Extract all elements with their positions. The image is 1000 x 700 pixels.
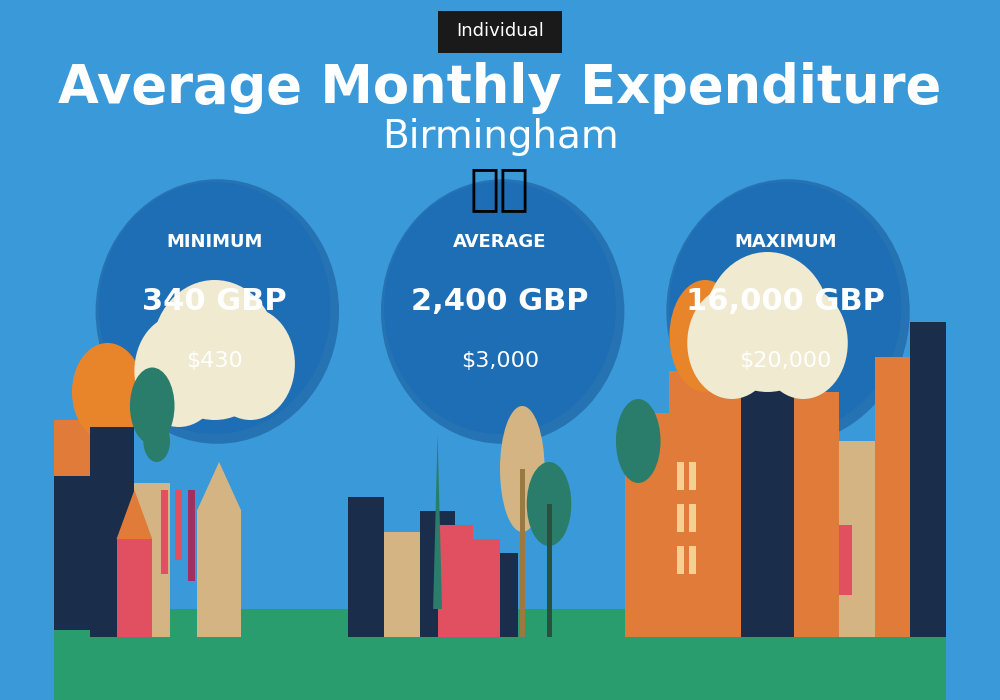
Ellipse shape bbox=[669, 182, 901, 434]
Ellipse shape bbox=[381, 179, 624, 444]
Ellipse shape bbox=[666, 179, 910, 444]
Ellipse shape bbox=[152, 280, 277, 420]
FancyBboxPatch shape bbox=[455, 546, 491, 637]
Ellipse shape bbox=[759, 287, 848, 399]
Ellipse shape bbox=[143, 420, 170, 462]
FancyBboxPatch shape bbox=[491, 553, 518, 637]
FancyBboxPatch shape bbox=[839, 525, 852, 595]
FancyBboxPatch shape bbox=[188, 490, 195, 581]
Polygon shape bbox=[117, 490, 152, 539]
FancyBboxPatch shape bbox=[420, 511, 455, 637]
Text: 16,000 GBP: 16,000 GBP bbox=[686, 287, 885, 316]
Text: Individual: Individual bbox=[456, 22, 544, 41]
FancyBboxPatch shape bbox=[520, 469, 525, 637]
Text: MAXIMUM: MAXIMUM bbox=[734, 234, 837, 251]
Text: 🇬🇧: 🇬🇧 bbox=[470, 165, 530, 213]
Ellipse shape bbox=[527, 462, 571, 546]
FancyBboxPatch shape bbox=[175, 490, 182, 560]
FancyBboxPatch shape bbox=[625, 413, 669, 637]
Ellipse shape bbox=[130, 368, 175, 444]
FancyBboxPatch shape bbox=[54, 609, 946, 700]
Ellipse shape bbox=[669, 280, 741, 392]
Ellipse shape bbox=[206, 308, 295, 420]
FancyBboxPatch shape bbox=[689, 462, 696, 490]
FancyBboxPatch shape bbox=[197, 511, 241, 637]
Text: MINIMUM: MINIMUM bbox=[166, 234, 263, 251]
FancyBboxPatch shape bbox=[875, 357, 946, 637]
FancyBboxPatch shape bbox=[741, 343, 794, 637]
Text: AVERAGE: AVERAGE bbox=[453, 234, 547, 251]
FancyBboxPatch shape bbox=[669, 371, 741, 637]
Text: $430: $430 bbox=[186, 351, 243, 371]
Ellipse shape bbox=[687, 287, 776, 399]
FancyBboxPatch shape bbox=[794, 392, 839, 637]
Ellipse shape bbox=[705, 252, 830, 392]
Text: 340 GBP: 340 GBP bbox=[142, 287, 287, 316]
FancyBboxPatch shape bbox=[438, 10, 562, 52]
Text: Birmingham: Birmingham bbox=[382, 118, 618, 155]
FancyBboxPatch shape bbox=[90, 427, 134, 637]
Ellipse shape bbox=[72, 343, 143, 441]
Ellipse shape bbox=[384, 182, 616, 434]
Ellipse shape bbox=[616, 399, 661, 483]
Text: $3,000: $3,000 bbox=[461, 351, 539, 371]
FancyBboxPatch shape bbox=[910, 322, 946, 637]
FancyBboxPatch shape bbox=[161, 490, 168, 574]
Ellipse shape bbox=[96, 179, 339, 444]
Text: Average Monthly Expenditure: Average Monthly Expenditure bbox=[58, 62, 942, 113]
FancyBboxPatch shape bbox=[117, 539, 152, 637]
FancyBboxPatch shape bbox=[677, 546, 684, 574]
FancyBboxPatch shape bbox=[547, 504, 552, 637]
FancyBboxPatch shape bbox=[134, 483, 170, 637]
FancyBboxPatch shape bbox=[384, 532, 420, 637]
Text: $20,000: $20,000 bbox=[739, 351, 832, 371]
FancyBboxPatch shape bbox=[689, 546, 696, 574]
FancyBboxPatch shape bbox=[54, 476, 90, 630]
FancyBboxPatch shape bbox=[689, 504, 696, 532]
Ellipse shape bbox=[134, 315, 224, 427]
FancyBboxPatch shape bbox=[348, 497, 384, 637]
FancyBboxPatch shape bbox=[473, 539, 500, 637]
FancyBboxPatch shape bbox=[438, 525, 473, 637]
Ellipse shape bbox=[99, 182, 331, 434]
Polygon shape bbox=[197, 462, 241, 511]
Ellipse shape bbox=[500, 406, 545, 532]
FancyBboxPatch shape bbox=[54, 420, 108, 630]
FancyBboxPatch shape bbox=[677, 504, 684, 532]
Polygon shape bbox=[433, 434, 442, 609]
Text: 2,400 GBP: 2,400 GBP bbox=[411, 287, 589, 316]
FancyBboxPatch shape bbox=[839, 441, 875, 637]
FancyBboxPatch shape bbox=[677, 462, 684, 490]
